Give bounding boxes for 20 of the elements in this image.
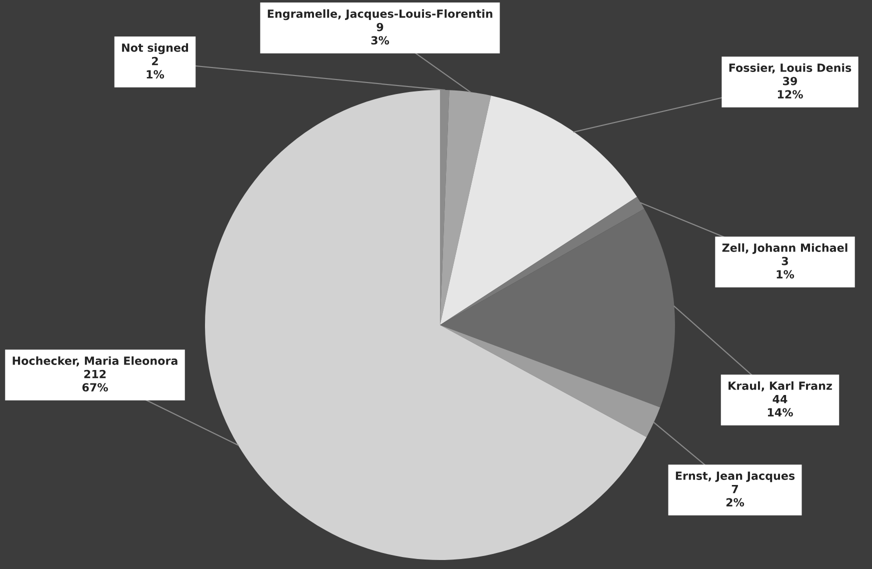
pie-slice [440,196,644,325]
data-label: 2 1% [146,56,164,79]
slice-label: Ernst, Jean Jacques [676,472,795,482]
data-label: 212 67% [82,370,108,392]
slice-label: Zell, Johann Michael [722,243,848,254]
slice-label: Engramelle, Jacques-Louis-Florentin [268,9,492,20]
pie-slice [440,90,491,325]
slice-label: Fossier, Louis Denis [729,63,852,74]
data-label: 9 3% [371,22,390,45]
pie-slice [440,208,675,408]
data-label: 7 2% [726,484,744,507]
data-label: 39 12% [778,76,803,99]
data-label: 3 1% [776,256,794,279]
pie-slice [440,325,660,438]
slice-label: Kraul, Karl Franz [728,381,832,392]
slice-label: Not signed [122,43,188,54]
pie-slice [205,90,647,560]
slice-label: Hochecker, Maria Eleonora [12,356,178,366]
pie-slice [440,96,638,325]
data-label: 44 14% [768,394,793,417]
